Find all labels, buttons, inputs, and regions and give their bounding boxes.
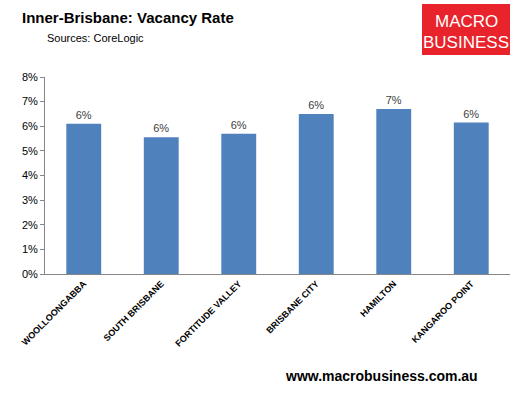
svg-text:7%: 7% (22, 95, 38, 107)
svg-text:6%: 6% (308, 99, 324, 111)
svg-text:HAMILTON: HAMILTON (358, 279, 398, 319)
svg-text:Sources: CoreLogic: Sources: CoreLogic (47, 32, 144, 44)
svg-text:6%: 6% (76, 109, 92, 121)
svg-text:0%: 0% (22, 268, 38, 280)
svg-text:5%: 5% (22, 145, 38, 157)
svg-text:BRISBANE CITY: BRISBANE CITY (264, 279, 321, 336)
svg-text:BUSINESS: BUSINESS (423, 33, 509, 52)
svg-text:6%: 6% (22, 120, 38, 132)
svg-text:1%: 1% (22, 243, 38, 255)
svg-text:SOUTH BRISBANE: SOUTH BRISBANE (101, 279, 165, 343)
svg-text:8%: 8% (22, 71, 38, 83)
svg-text:3%: 3% (22, 194, 38, 206)
svg-text:6%: 6% (153, 122, 169, 134)
svg-text:7%: 7% (386, 94, 402, 106)
svg-text:Inner-Brisbane: Vacancy Rate: Inner-Brisbane: Vacancy Rate (22, 9, 234, 26)
svg-text:KANGAROO POINT: KANGAROO POINT (410, 278, 476, 344)
svg-text:4%: 4% (22, 169, 38, 181)
svg-text:MACRO: MACRO (435, 12, 498, 31)
svg-text:WOOLLOONGABBA: WOOLLOONGABBA (20, 278, 89, 347)
svg-text:2%: 2% (22, 219, 38, 231)
svg-text:FORTITUDE VALLEY: FORTITUDE VALLEY (173, 279, 243, 349)
svg-text:6%: 6% (231, 119, 247, 131)
svg-text:6%: 6% (463, 108, 479, 120)
svg-text:www.macrobusiness.com.au: www.macrobusiness.com.au (285, 368, 478, 384)
